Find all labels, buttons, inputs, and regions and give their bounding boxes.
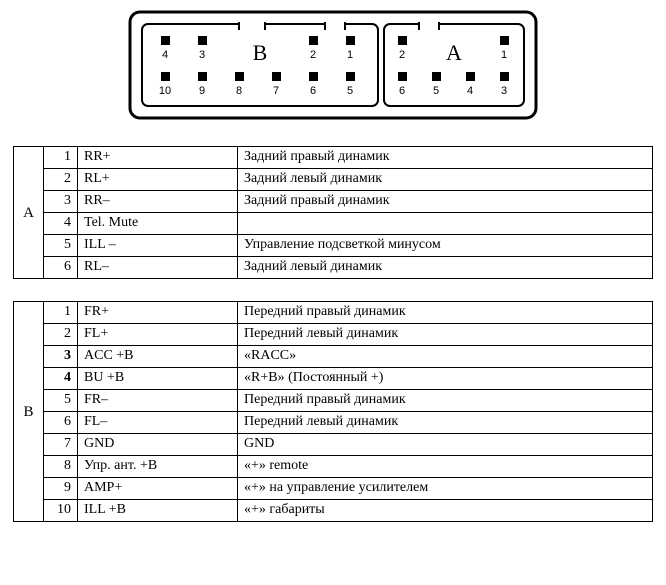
table-row: 2 RL+ Задний левый динамик (14, 169, 653, 191)
pin-number: 5 (44, 235, 78, 257)
svg-text:5: 5 (347, 85, 353, 97)
pin-desc: Передний левый динамик (238, 412, 653, 434)
pin-desc: «+» remote (238, 456, 653, 478)
pinout-table-a: A 1 RR+ Задний правый динамик 2 RL+ Задн… (13, 146, 653, 279)
svg-text:3: 3 (501, 85, 507, 97)
pin-number: 3 (44, 191, 78, 213)
pin-number: 8 (44, 456, 78, 478)
pin-number: 1 (44, 302, 78, 324)
svg-text:8: 8 (236, 85, 242, 97)
table-row: 7 GND GND (14, 434, 653, 456)
pin-number: 10 (44, 500, 78, 522)
pin-number: 7 (44, 434, 78, 456)
pin-number: 9 (44, 478, 78, 500)
pin-number: 6 (44, 257, 78, 279)
table-row: A 1 RR+ Задний правый динамик (14, 147, 653, 169)
table-row: 3 RR– Задний правый динамик (14, 191, 653, 213)
svg-text:4: 4 (467, 85, 473, 97)
pin-number: 5 (44, 390, 78, 412)
pin-signal: FR+ (78, 302, 238, 324)
connector-svg: B A 4 3 2 1 10 9 8 7 6 5 (128, 10, 538, 120)
pin-desc: Управление подсветкой минусом (238, 235, 653, 257)
table-row: 6 FL– Передний левый динамик (14, 412, 653, 434)
pin-signal: BU +B (78, 368, 238, 390)
svg-text:2: 2 (399, 49, 405, 61)
connector-diagram: B A 4 3 2 1 10 9 8 7 6 5 (10, 10, 656, 120)
table-row: B 1 FR+ Передний правый динамик (14, 302, 653, 324)
pin-number: 4 (44, 213, 78, 235)
table-row: 5 FR– Передний правый динамик (14, 390, 653, 412)
pin-desc: «+» на управление усилителем (238, 478, 653, 500)
table-row: 9 AMP+ «+» на управление усилителем (14, 478, 653, 500)
pin-signal: RR+ (78, 147, 238, 169)
pin-signal: GND (78, 434, 238, 456)
svg-text:1: 1 (501, 49, 507, 61)
pin-signal: AMP+ (78, 478, 238, 500)
pin-desc (238, 213, 653, 235)
group-label: A (14, 147, 44, 279)
pin-desc: «+» габариты (238, 500, 653, 522)
svg-text:3: 3 (199, 49, 205, 61)
svg-text:9: 9 (199, 85, 205, 97)
pin-signal: FR– (78, 390, 238, 412)
section-a-label: A (446, 40, 462, 65)
pin-number: 2 (44, 324, 78, 346)
pin-desc: Передний правый динамик (238, 302, 653, 324)
svg-text:2: 2 (310, 49, 316, 61)
table-row: 8 Упр. ант. +B «+» remote (14, 456, 653, 478)
pin-signal: RR– (78, 191, 238, 213)
pin-signal: RL– (78, 257, 238, 279)
table-row: 5 ILL – Управление подсветкой минусом (14, 235, 653, 257)
pin-desc: GND (238, 434, 653, 456)
svg-text:5: 5 (433, 85, 439, 97)
pin-desc: «R+B» (Постоянный +) (238, 368, 653, 390)
table-row: 6 RL– Задний левый динамик (14, 257, 653, 279)
pin-desc: Передний левый динамик (238, 324, 653, 346)
pin-desc: Задний левый динамик (238, 169, 653, 191)
pin-number: 2 (44, 169, 78, 191)
pin-signal: RL+ (78, 169, 238, 191)
pin-desc: «RACC» (238, 346, 653, 368)
table-row: 3 ACC +B «RACC» (14, 346, 653, 368)
pin-desc: Задний правый динамик (238, 147, 653, 169)
section-b-label: B (253, 40, 268, 65)
pin-signal: ACC +B (78, 346, 238, 368)
svg-text:6: 6 (310, 85, 316, 97)
pin-signal: ILL – (78, 235, 238, 257)
table-row: 4 BU +B «R+B» (Постоянный +) (14, 368, 653, 390)
pin-desc: Задний правый динамик (238, 191, 653, 213)
pin-number: 3 (44, 346, 78, 368)
svg-text:1: 1 (347, 49, 353, 61)
pin-signal: Упр. ант. +B (78, 456, 238, 478)
svg-text:7: 7 (273, 85, 279, 97)
pinout-table-b: B 1 FR+ Передний правый динамик 2 FL+ Пе… (13, 301, 653, 522)
table-row: 4 Tel. Mute (14, 213, 653, 235)
pin-number: 1 (44, 147, 78, 169)
pin-number: 4 (44, 368, 78, 390)
svg-text:6: 6 (399, 85, 405, 97)
pin-number: 6 (44, 412, 78, 434)
pin-desc: Задний левый динамик (238, 257, 653, 279)
pin-signal: FL– (78, 412, 238, 434)
pin-signal: ILL +B (78, 500, 238, 522)
table-row: 2 FL+ Передний левый динамик (14, 324, 653, 346)
pin-signal: FL+ (78, 324, 238, 346)
svg-text:4: 4 (162, 49, 168, 61)
svg-text:10: 10 (159, 85, 171, 97)
table-row: 10 ILL +B «+» габариты (14, 500, 653, 522)
pin-signal: Tel. Mute (78, 213, 238, 235)
group-label: B (14, 302, 44, 522)
pin-desc: Передний правый динамик (238, 390, 653, 412)
